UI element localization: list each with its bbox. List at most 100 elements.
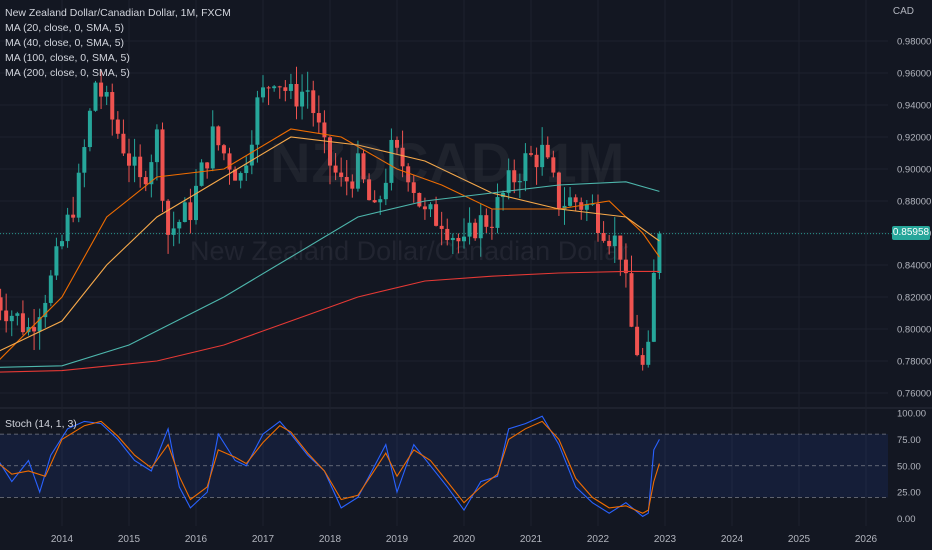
- candle-body: [607, 240, 612, 247]
- y-tick-label: 0.88000: [897, 197, 931, 208]
- candle-body: [635, 326, 640, 356]
- stoch-tick-label: 0.00: [897, 514, 916, 525]
- stoch-tick-label: 75.00: [897, 435, 921, 446]
- candle-body: [646, 341, 651, 365]
- candle-body: [261, 87, 265, 98]
- candle-body: [177, 221, 182, 229]
- candle-body: [590, 203, 595, 205]
- candle-body: [551, 157, 556, 173]
- candle-body: [556, 172, 561, 210]
- candle-body: [82, 147, 87, 173]
- candle-body: [233, 169, 238, 181]
- candle-body: [618, 235, 623, 260]
- y-tick-label: 0.78000: [897, 357, 931, 368]
- legend-stoch[interactable]: Stoch (14, 1, 3): [5, 418, 77, 430]
- candle-body: [657, 233, 662, 273]
- candle-body: [484, 215, 489, 227]
- candle-body: [266, 87, 271, 89]
- candle-body: [523, 153, 528, 182]
- candle-body: [400, 147, 405, 167]
- candle-body: [249, 144, 254, 166]
- chart-title[interactable]: New Zealand Dollar/Canadian Dollar, 1M, …: [5, 7, 231, 19]
- candle-body: [216, 126, 221, 146]
- candle-body: [395, 139, 399, 148]
- watermark-symbol: NZDCAD, 1M: [270, 131, 626, 194]
- candle-body: [322, 122, 327, 138]
- y-tick-label: 0.84000: [897, 261, 931, 272]
- candle-body: [238, 173, 243, 181]
- stoch-tick-label: 100.00: [897, 409, 926, 420]
- candle-body: [71, 214, 76, 218]
- last-price-tag: 0.85958: [892, 226, 930, 240]
- candle-body: [294, 84, 299, 107]
- candle-body: [149, 162, 154, 185]
- candle-body: [227, 153, 232, 170]
- candle-body: [132, 156, 137, 166]
- candle-body: [37, 317, 42, 332]
- candle-body: [540, 144, 545, 168]
- y-tick-label: 0.90000: [897, 165, 931, 176]
- candle-body: [456, 237, 461, 242]
- candle-body: [439, 225, 444, 229]
- legend-ma20[interactable]: MA (20, close, 0, SMA, 5): [5, 22, 125, 34]
- candle-body: [205, 162, 210, 169]
- y-tick-label: 0.80000: [897, 325, 931, 336]
- candle-body: [166, 200, 171, 235]
- candle-body: [104, 92, 109, 97]
- candle-body: [283, 87, 288, 91]
- candle-body: [15, 313, 20, 316]
- candle-body: [489, 226, 494, 228]
- candle-body: [501, 192, 506, 198]
- candle-body: [171, 228, 176, 235]
- candle-body: [428, 204, 433, 210]
- legend-ma40[interactable]: MA (40, close, 0, SMA, 5): [5, 37, 125, 49]
- candle-body: [87, 110, 92, 148]
- candle-body: [43, 302, 48, 318]
- x-tick-label: 2016: [185, 534, 208, 545]
- candle-body: [121, 133, 126, 154]
- candle-body: [339, 172, 344, 177]
- candle-body: [143, 177, 148, 185]
- candle-body: [573, 197, 578, 203]
- grid: [0, 0, 932, 526]
- candle-body: [48, 275, 53, 303]
- candle-body: [0, 297, 3, 311]
- candle-body: [110, 92, 115, 120]
- candle-body: [188, 202, 193, 221]
- candle-body: [506, 170, 511, 193]
- candle-body: [20, 313, 25, 333]
- candle-body: [612, 235, 617, 247]
- candle-body: [344, 176, 349, 182]
- candle-body: [467, 222, 472, 237]
- candle-body: [372, 200, 377, 203]
- candle-body: [422, 206, 427, 210]
- y-tick-label: 0.98000: [897, 37, 931, 48]
- candle-body: [640, 355, 645, 365]
- candle-body: [9, 315, 14, 322]
- candle-body: [99, 82, 104, 97]
- legend-ma200[interactable]: MA (200, close, 0, SMA, 5): [5, 67, 130, 79]
- ma-line-3: [0, 181, 660, 368]
- candle-body: [138, 156, 143, 178]
- candle-body: [255, 97, 260, 145]
- candle-body: [355, 153, 360, 189]
- candle-body: [210, 126, 215, 169]
- currency-label: CAD: [892, 6, 914, 17]
- candle-body: [277, 86, 282, 88]
- candle-body: [529, 153, 533, 155]
- stoch-d-line: [0, 420, 660, 514]
- x-tick-label: 2015: [118, 534, 141, 545]
- legend-ma100[interactable]: MA (100, close, 0, SMA, 5): [5, 52, 130, 64]
- stoch-k-line: [0, 415, 660, 518]
- candle-body: [389, 139, 394, 183]
- candle-body: [473, 222, 478, 239]
- candle-body: [417, 192, 422, 207]
- stoch-tick-label: 25.00: [897, 488, 921, 499]
- candle-body: [596, 203, 600, 233]
- candle-body: [221, 145, 226, 154]
- watermark-name: New Zealand Dollar/Canadian Dollar: [190, 236, 629, 266]
- candle-body: [26, 327, 31, 333]
- candle-body: [545, 144, 550, 158]
- candle-body: [584, 204, 589, 210]
